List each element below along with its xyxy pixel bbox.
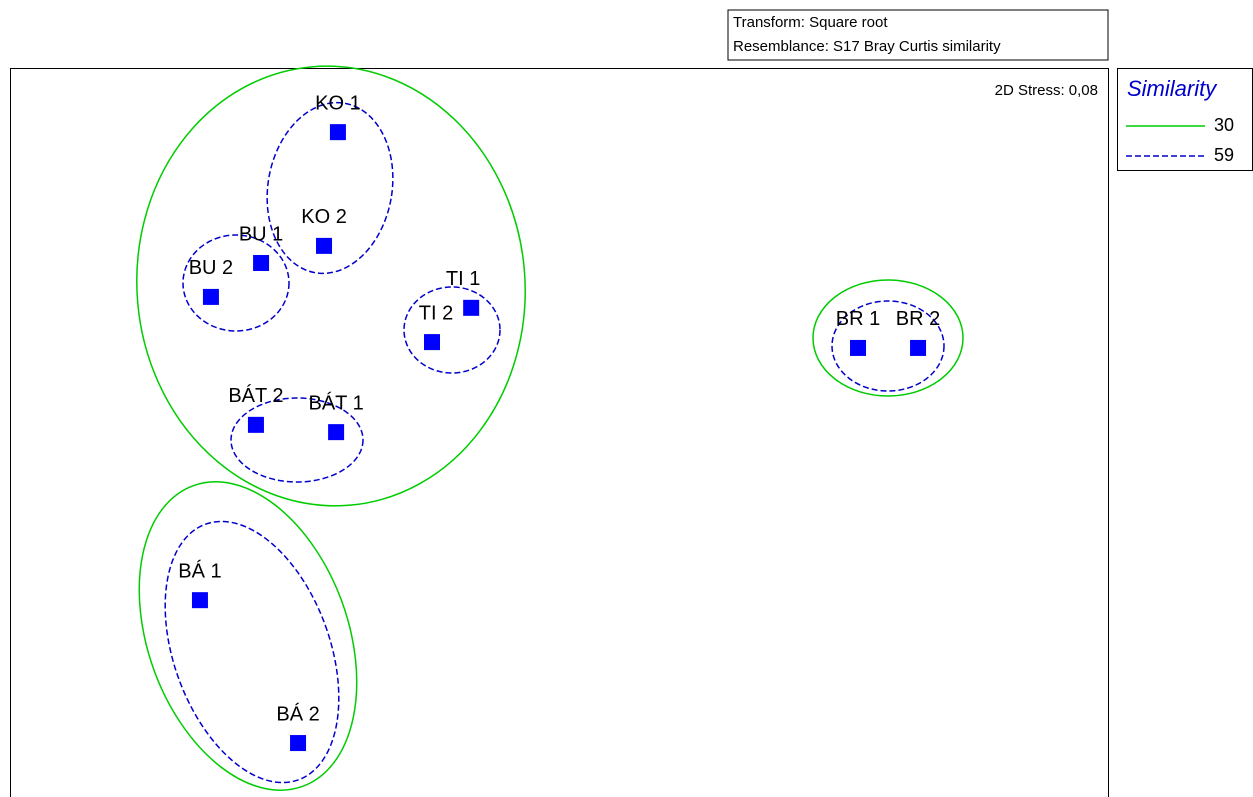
contour-59 — [182, 234, 290, 332]
point — [202, 288, 219, 305]
stress: 2D Stress: 0,08 — [995, 82, 1098, 99]
plot-frame — [10, 68, 1109, 797]
point — [328, 424, 345, 441]
contour-30 — [138, 481, 358, 791]
point-label: BR 1 — [836, 308, 880, 330]
point — [191, 592, 208, 609]
legend-label: 59 — [1214, 145, 1234, 165]
point — [463, 299, 480, 316]
point — [253, 255, 270, 272]
note-box — [727, 9, 1109, 61]
point — [850, 339, 867, 356]
note: Resemblance: S17 Bray Curtis similarity — [733, 38, 1001, 55]
contour-30 — [812, 279, 964, 397]
point — [247, 416, 264, 433]
contour-30 — [136, 65, 526, 507]
point — [329, 124, 346, 141]
point-label: TI 1 — [446, 268, 480, 290]
point — [290, 735, 307, 752]
contour-59 — [164, 520, 340, 784]
contour-59 — [266, 101, 394, 275]
point-label: TI 2 — [419, 302, 453, 324]
contour-59 — [403, 286, 501, 374]
note: Transform: Square root — [733, 14, 888, 31]
contour-59 — [831, 300, 945, 392]
legend-title: Similarity — [1127, 76, 1218, 101]
point-label: KO 1 — [315, 92, 361, 114]
point-label: BÁ 2 — [276, 702, 319, 725]
point-label: BÁT 2 — [228, 384, 283, 407]
point — [423, 334, 440, 351]
point-label: BR 2 — [896, 308, 940, 330]
point-label: KO 2 — [301, 206, 347, 228]
point-label: BU 1 — [239, 223, 283, 245]
point-label: BÁ 1 — [178, 559, 221, 582]
contour-59 — [230, 397, 364, 483]
point-label: BU 2 — [189, 257, 233, 279]
contours — [136, 65, 964, 791]
legend-label: 30 — [1214, 115, 1234, 135]
point-label: BÁT 1 — [308, 391, 363, 414]
point — [910, 339, 927, 356]
point — [316, 237, 333, 254]
